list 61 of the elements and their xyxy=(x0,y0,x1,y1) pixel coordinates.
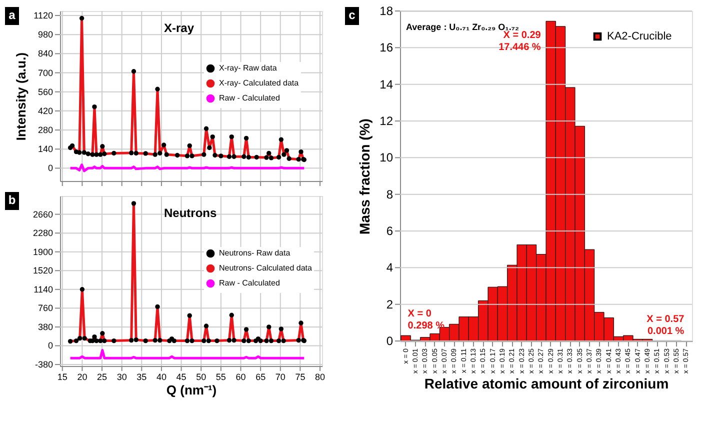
legend-label: X-ray- Raw data xyxy=(219,64,278,72)
y-tick-label: 2 xyxy=(386,297,394,312)
y-tick-label: 2660 xyxy=(32,209,53,220)
y-tick-label: 380 xyxy=(38,322,53,332)
y-tick-label: 700 xyxy=(38,68,53,78)
y-tick-label: 16 xyxy=(380,40,394,55)
y-tick-label: 12 xyxy=(380,114,394,128)
x-axis-title: Q (nm⁻¹) xyxy=(166,382,217,398)
y-tick-label: 1520 xyxy=(32,266,53,276)
y-tick-label: 140 xyxy=(38,144,53,154)
y-tick-label: 10 xyxy=(380,150,394,165)
legend-label: Neutrons- Raw data xyxy=(219,248,291,258)
y-tick-label: 8 xyxy=(386,187,394,202)
annotation: Average : U₀.₇₁ Zr₀.₂₉ O₁.₇₂ xyxy=(406,22,519,32)
x-tick-label: 80 xyxy=(315,372,326,382)
y-tick-label: 2280 xyxy=(32,228,53,238)
x-axis-title: Relative atomic amount of zirconium xyxy=(424,376,669,392)
x-tick-label: 55 xyxy=(216,372,226,382)
x-tick-label: 20 xyxy=(77,372,88,382)
x-tick-label: 70 xyxy=(275,372,286,382)
text: a xyxy=(8,8,16,22)
y-axis-title: Mass fraction (%) xyxy=(356,118,372,234)
legend-label: KA2-Crucible xyxy=(607,30,672,42)
y-tick-label: 14 xyxy=(380,77,394,92)
x-tick-label: 30 xyxy=(116,372,127,382)
y-tick-label: 840 xyxy=(38,48,53,59)
legend-label: X-ray- Calculated data xyxy=(219,78,300,88)
x-tick-label: 25 xyxy=(97,372,108,382)
y-tick-label: 980 xyxy=(38,30,53,40)
legend-label: Raw - Calculated xyxy=(219,94,280,102)
y-tick-label: 4 xyxy=(386,260,394,275)
annotation: X = 0.29 17.446 % xyxy=(498,30,542,54)
y-tick-label: 18 xyxy=(380,4,394,18)
x-tick-label: 45 xyxy=(176,372,186,382)
legend-label: Raw - Calculated xyxy=(219,278,280,288)
x-tick-label: 65 xyxy=(256,372,266,382)
y-tick-label: 560 xyxy=(38,86,53,97)
x-tick-label: 60 xyxy=(236,372,246,382)
x-tick-label: 50 xyxy=(196,372,206,382)
text: b xyxy=(8,193,16,207)
text: c xyxy=(348,8,356,22)
legend-label: Neutrons- Calculated data xyxy=(219,264,312,272)
x-tick-label: 40 xyxy=(156,372,166,382)
y-tick-label: 1900 xyxy=(32,246,53,257)
y-tick-label: 420 xyxy=(38,106,53,116)
annotation: X = 0.57 0.001 % xyxy=(646,314,685,337)
y-tick-label: 0 xyxy=(48,163,53,174)
x-tick-label: 15 xyxy=(57,372,68,382)
y-tick-label: 0 xyxy=(386,334,394,348)
y-tick-label: -380 xyxy=(34,360,53,370)
x-tick-label: 35 xyxy=(136,372,147,382)
annotation: X-ray xyxy=(164,21,194,35)
x-tick-label: 75 xyxy=(295,372,306,382)
y-tick-label: 760 xyxy=(38,303,53,314)
y-axis-title: Intensity (a.u.) xyxy=(14,52,28,141)
annotation: Neutrons xyxy=(164,206,217,220)
y-tick-label: 6 xyxy=(386,224,394,238)
y-tick-label: 1140 xyxy=(34,284,53,294)
y-tick-label: 1120 xyxy=(34,10,53,20)
y-tick-label: 280 xyxy=(38,125,53,136)
y-tick-label: 0 xyxy=(48,340,53,351)
